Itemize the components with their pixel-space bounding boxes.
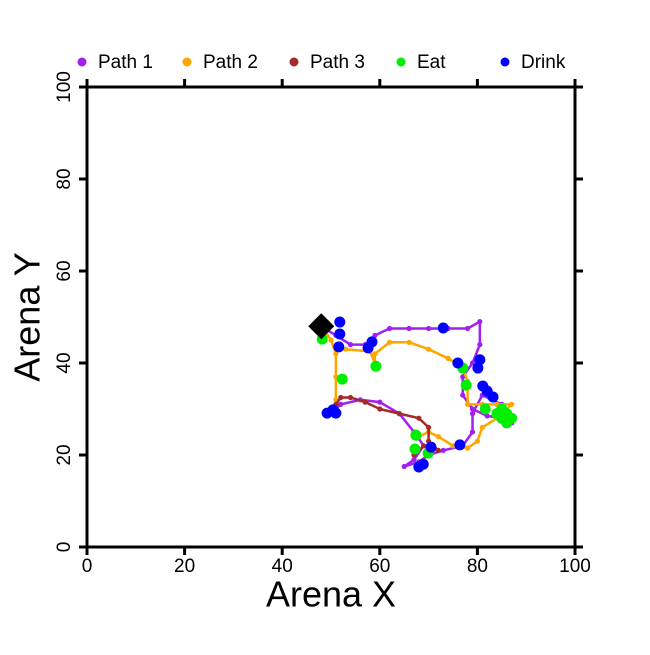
event-point: [479, 403, 491, 415]
start-marker: [308, 313, 335, 340]
x-tick-label: 80: [467, 556, 488, 577]
path-point: [474, 438, 480, 444]
path-point: [347, 394, 354, 401]
event-point: [452, 357, 464, 369]
path-point: [386, 325, 393, 332]
x-tick-label: 20: [174, 556, 195, 577]
y-tick-label: 20: [54, 444, 75, 465]
y-tick-label: 100: [54, 71, 75, 103]
path-point: [508, 401, 515, 407]
plot-frame: [85, 85, 577, 549]
legend-swatch: [77, 57, 87, 67]
y-tick-label: 60: [54, 260, 75, 281]
event-point: [334, 328, 346, 340]
legend-label: Drink: [521, 52, 566, 73]
path-point: [477, 319, 483, 325]
x-tick-label: 100: [559, 556, 591, 577]
event-point: [437, 322, 449, 334]
event-point: [336, 373, 348, 385]
path-point: [347, 342, 354, 348]
path-point: [460, 374, 466, 380]
path-point: [377, 406, 383, 412]
path-point: [396, 411, 402, 417]
path-point: [377, 399, 383, 405]
path-point: [465, 401, 471, 407]
legend-label: Path 1: [98, 52, 153, 73]
path-point: [469, 360, 476, 366]
event-point: [474, 354, 486, 366]
path-point: [445, 355, 451, 361]
path-point: [372, 351, 378, 357]
path-point: [450, 443, 456, 449]
path-point: [440, 447, 446, 453]
path-point: [328, 337, 334, 343]
path-point: [426, 325, 432, 332]
x-tick-label: 40: [272, 556, 293, 577]
event-point: [410, 429, 422, 441]
event-point: [425, 441, 437, 453]
event-point: [330, 407, 342, 419]
path-point: [477, 342, 483, 348]
event-point: [362, 342, 374, 354]
path-point: [406, 339, 412, 345]
legend-label: Path 2: [203, 52, 258, 73]
event-point: [487, 391, 499, 403]
legend-swatch: [396, 57, 406, 67]
path-point: [333, 351, 339, 357]
path-point: [426, 424, 432, 430]
y-axis-label: Arena Y: [7, 252, 48, 381]
legend-swatch: [289, 57, 299, 67]
path-point: [401, 463, 407, 470]
path-point: [386, 339, 393, 345]
y-tick-label: 80: [54, 168, 75, 189]
path-point: [426, 346, 432, 352]
path-point: [435, 447, 441, 453]
event-point: [413, 461, 425, 473]
y-tick-label: 0: [54, 542, 75, 553]
legend-swatch: [182, 57, 192, 67]
legend-label: Eat: [417, 52, 446, 73]
path-point: [362, 399, 368, 405]
event-point: [496, 412, 508, 424]
event-point: [454, 439, 466, 451]
path-point: [435, 434, 441, 440]
x-tick-label: 0: [82, 556, 93, 577]
x-tick-label: 60: [369, 556, 390, 577]
path-point: [338, 394, 344, 401]
x-axis-label: Arena X: [266, 574, 396, 615]
path-point: [479, 424, 485, 430]
path-point: [469, 406, 476, 412]
event-point: [370, 360, 382, 372]
path-point: [469, 411, 476, 417]
legend-swatch: [500, 57, 510, 67]
path-point: [416, 415, 422, 421]
event-point: [472, 362, 484, 374]
path-point: [411, 457, 417, 463]
path-point: [406, 325, 412, 332]
path-point: [338, 401, 344, 407]
path-point: [469, 429, 476, 435]
path-point: [460, 392, 466, 398]
path-point: [465, 325, 471, 332]
path-point: [465, 445, 471, 451]
event-point: [409, 443, 421, 455]
event-point: [334, 316, 346, 328]
path-point: [421, 443, 427, 449]
y-tick-label: 40: [54, 352, 75, 373]
path-point: [484, 413, 490, 419]
event-point: [333, 341, 345, 353]
path-point: [343, 346, 349, 352]
event-point: [460, 379, 472, 391]
legend-label: Path 3: [310, 52, 365, 73]
